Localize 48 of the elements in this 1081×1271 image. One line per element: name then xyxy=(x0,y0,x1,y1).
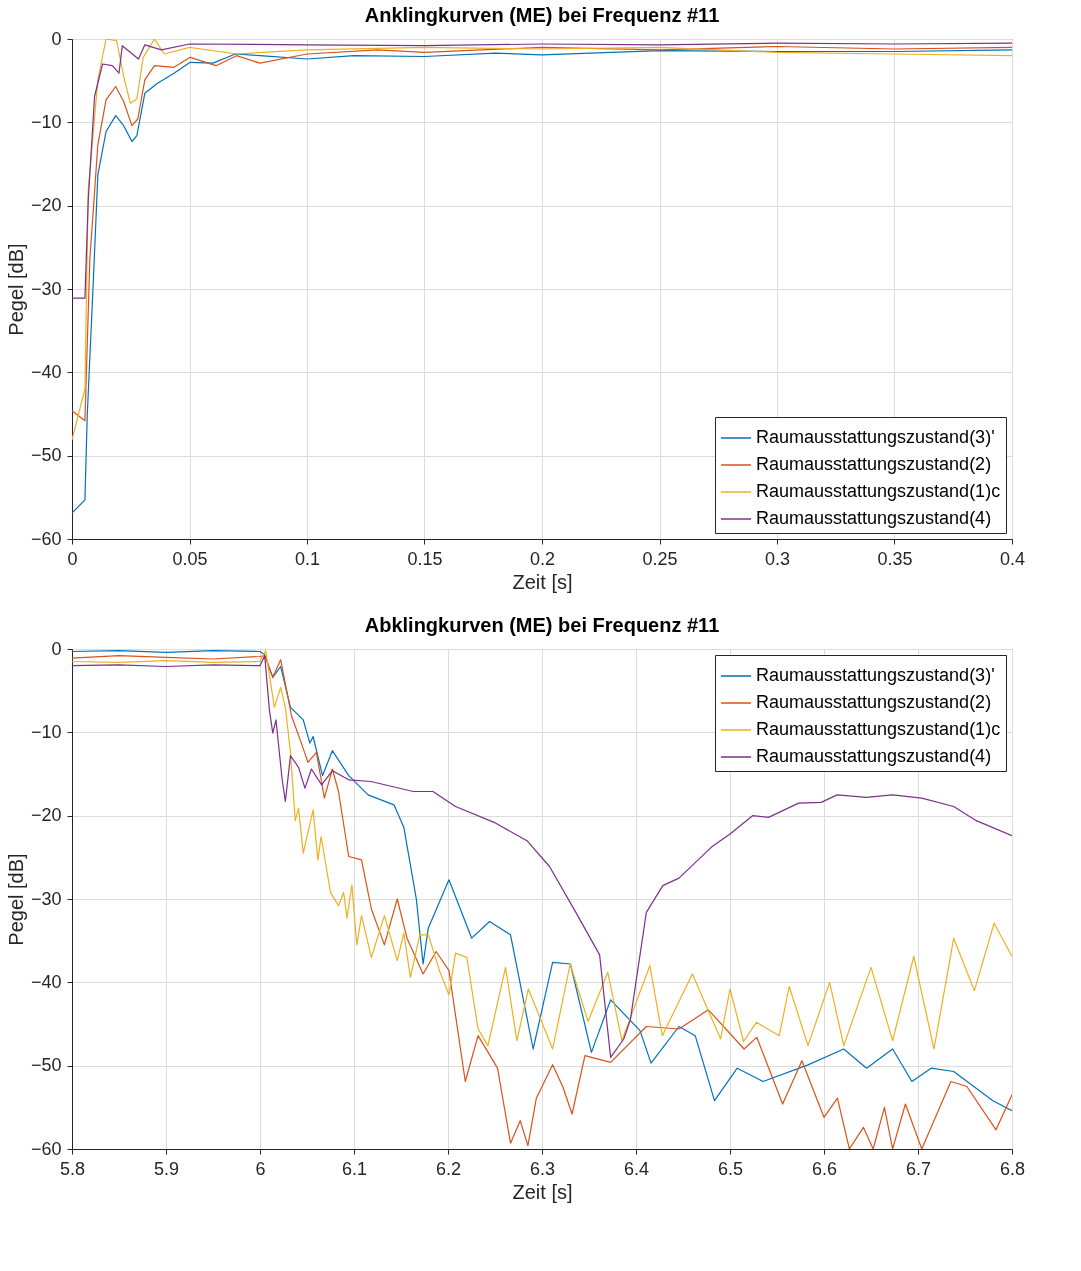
x-axis-title: Zeit [s] xyxy=(512,1180,573,1203)
y-tick-label: −60 xyxy=(30,1138,62,1159)
y-axis-title: Pegel [dB] xyxy=(4,243,27,336)
legend-label: Raumausstattungszustand(2) xyxy=(756,692,992,712)
x-tick-label: 0.4 xyxy=(999,548,1026,569)
y-tick-label: −30 xyxy=(30,278,62,299)
legend-label: Raumausstattungszustand(4) xyxy=(756,746,992,766)
legend-label: Raumausstattungszustand(1)c xyxy=(756,719,1001,739)
x-tick-label: 0 xyxy=(67,548,78,569)
y-tick-label: −20 xyxy=(30,805,62,826)
y-tick-label: −40 xyxy=(30,361,62,382)
x-tick-label: 0.35 xyxy=(877,548,913,569)
x-tick-label: 0.3 xyxy=(764,548,791,569)
legend-label: Raumausstattungszustand(2) xyxy=(756,454,992,474)
x-axis-title: Zeit [s] xyxy=(512,570,573,593)
y-tick-label: −10 xyxy=(30,111,62,132)
x-tick-label: 0.2 xyxy=(529,548,556,569)
x-tick-label: 6.2 xyxy=(435,1158,462,1179)
x-tick-label: 0.15 xyxy=(407,548,443,569)
x-tick-label: 6 xyxy=(255,1158,266,1179)
legend-label: Raumausstattungszustand(3)' xyxy=(756,665,995,685)
x-tick-label: 6.5 xyxy=(717,1158,744,1179)
x-tick-label: 6.6 xyxy=(811,1158,838,1179)
x-tick-label: 5.9 xyxy=(153,1158,180,1179)
x-tick-label: 0.1 xyxy=(294,548,321,569)
y-tick-label: −10 xyxy=(30,721,62,742)
y-tick-label: −50 xyxy=(30,445,62,466)
legend-label: Raumausstattungszustand(3)' xyxy=(756,427,995,447)
chart-title: Abklingkurven (ME) bei Frequenz #11 xyxy=(364,614,720,636)
y-axis-title: Pegel [dB] xyxy=(4,853,27,946)
legend-label: Raumausstattungszustand(4) xyxy=(756,508,992,528)
legend-label: Raumausstattungszustand(1)c xyxy=(756,481,1001,501)
x-tick-label: 6.7 xyxy=(905,1158,932,1179)
x-tick-label: 5.8 xyxy=(59,1158,86,1179)
y-tick-label: −30 xyxy=(30,888,62,909)
x-tick-label: 6.4 xyxy=(623,1158,650,1179)
y-tick-label: −60 xyxy=(30,528,62,549)
x-tick-label: 0.25 xyxy=(642,548,678,569)
chart-title: Anklingkurven (ME) bei Frequenz #11 xyxy=(364,4,720,26)
y-tick-label: −40 xyxy=(30,971,62,992)
x-tick-label: 6.8 xyxy=(999,1158,1026,1179)
x-tick-label: 6.1 xyxy=(341,1158,368,1179)
y-tick-label: 0 xyxy=(51,28,62,49)
y-tick-label: 0 xyxy=(51,638,62,659)
x-tick-label: 0.05 xyxy=(172,548,208,569)
y-tick-label: −20 xyxy=(30,195,62,216)
y-tick-label: −50 xyxy=(30,1055,62,1076)
x-tick-label: 6.3 xyxy=(529,1158,556,1179)
